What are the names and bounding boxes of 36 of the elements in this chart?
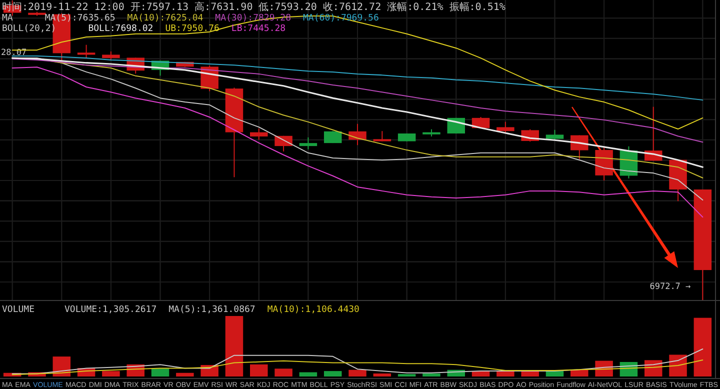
bar — [151, 368, 170, 376]
text: VOLUME:1,305.2617 — [64, 305, 157, 315]
bar — [669, 354, 687, 376]
bar — [225, 316, 244, 376]
annotation: 6972.7 → — [650, 282, 691, 292]
bar — [422, 373, 440, 376]
candlestick — [546, 129, 564, 140]
bar — [324, 371, 342, 376]
bar — [694, 318, 712, 376]
text: MA(10):7625.04 — [127, 14, 204, 24]
bar — [250, 364, 268, 376]
text: MA(5):1,361.0867 — [168, 305, 256, 315]
text: LB:7445.28 — [231, 24, 286, 34]
bar — [102, 371, 120, 376]
annotation: 28.07 — [1, 48, 27, 58]
candlestick — [496, 121, 514, 134]
candlestick — [77, 44, 96, 58]
text: MA(10):1,106.4430 — [267, 305, 360, 315]
bar — [496, 371, 514, 376]
text: BOLL:7698.02 — [88, 24, 154, 34]
bar — [570, 370, 588, 376]
bar — [299, 372, 318, 376]
bar — [521, 371, 539, 376]
candlestick — [348, 123, 366, 146]
bar — [348, 370, 366, 376]
bar — [546, 371, 564, 376]
series-label: UB:7950.76 — [165, 24, 220, 34]
bar — [472, 371, 490, 376]
text: VOLUME — [2, 305, 35, 315]
candlestick — [299, 136, 318, 150]
bar — [373, 373, 392, 376]
annotation: MA — [2, 14, 14, 24]
bar — [176, 372, 194, 376]
bar — [274, 368, 292, 376]
candlestick — [250, 128, 268, 140]
candlestick — [373, 130, 392, 142]
